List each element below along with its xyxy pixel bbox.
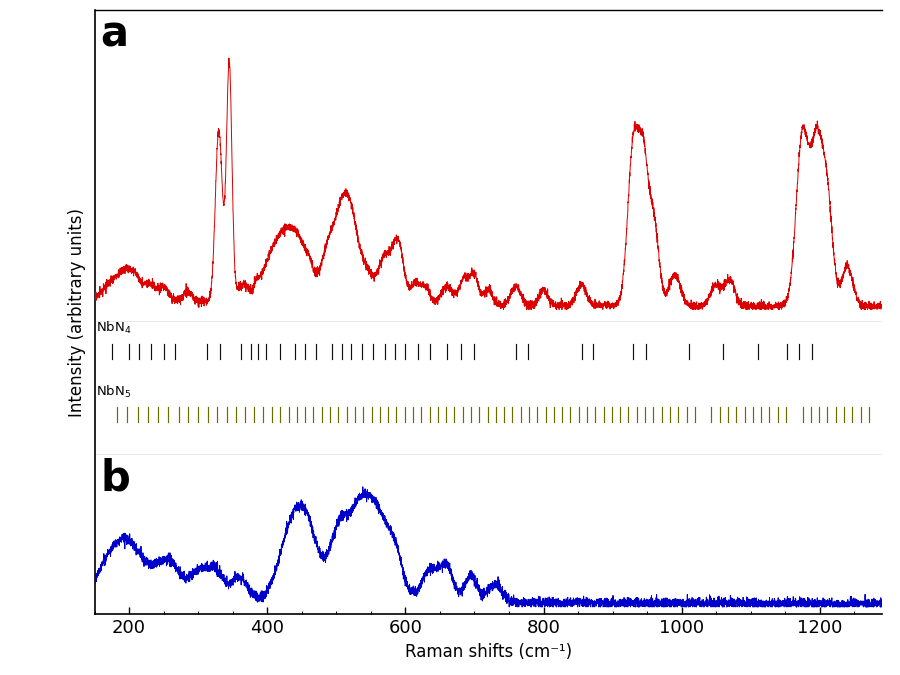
X-axis label: Raman shifts (cm⁻¹): Raman shifts (cm⁻¹) xyxy=(405,643,572,661)
Text: NbN$_4$: NbN$_4$ xyxy=(96,320,131,336)
Text: a: a xyxy=(100,13,128,55)
Y-axis label: Intensity (arbitrary units): Intensity (arbitrary units) xyxy=(68,208,86,416)
Text: b: b xyxy=(100,457,130,500)
Text: NbN$_5$: NbN$_5$ xyxy=(96,383,131,400)
